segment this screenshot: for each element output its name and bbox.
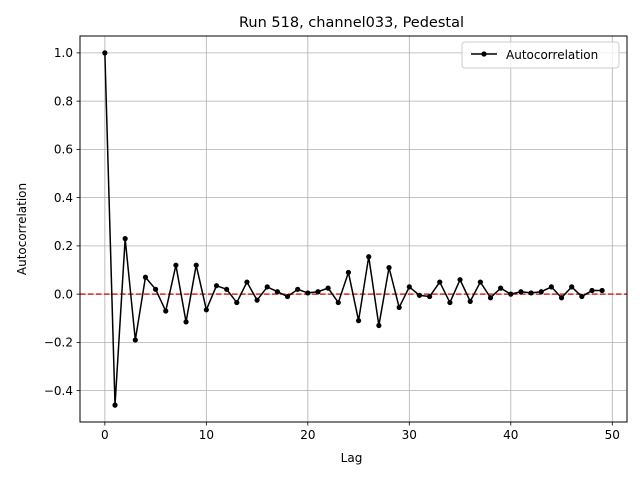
x-tick-label: 0 — [101, 428, 109, 442]
data-point — [548, 284, 554, 290]
x-tick-label: 10 — [199, 428, 214, 442]
data-point — [203, 307, 209, 313]
data-point — [376, 322, 382, 329]
data-point — [335, 299, 341, 306]
data-point — [538, 289, 544, 295]
data-point — [558, 295, 565, 301]
data-point — [599, 287, 605, 294]
grid — [80, 36, 627, 422]
data-point — [173, 262, 179, 268]
y-tick-label: 0.2 — [54, 239, 73, 253]
data-point — [183, 319, 189, 325]
x-axis-label: Lag — [341, 451, 363, 465]
data-point — [132, 337, 138, 343]
data-point — [234, 299, 240, 306]
data-point — [437, 279, 443, 285]
legend-box — [461, 41, 620, 69]
data-point — [355, 318, 362, 324]
data-point — [406, 284, 412, 290]
data-point — [224, 286, 230, 292]
x-tick-label: 20 — [300, 428, 315, 442]
x-tick-label: 40 — [503, 428, 518, 442]
data-point — [518, 289, 524, 295]
y-tick-label: 1.0 — [54, 46, 73, 60]
x-tick-label: 50 — [605, 428, 620, 442]
data-point — [142, 274, 149, 280]
data-point — [508, 291, 514, 297]
data-point — [366, 254, 372, 260]
data-point — [315, 289, 321, 295]
y-tick-label: 0.8 — [54, 94, 73, 108]
y-tick-label: 0.0 — [54, 287, 73, 301]
y-axis-label: Autocorrelation — [15, 183, 29, 275]
data-point — [477, 279, 483, 285]
data-point — [579, 293, 585, 300]
data-point — [447, 299, 453, 306]
data-point — [416, 292, 423, 298]
data-point — [498, 285, 504, 291]
data-point — [163, 308, 169, 314]
data-point — [213, 283, 220, 289]
chart-title: Run 518, channel033, Pedestal — [239, 15, 464, 31]
series-line — [104, 52, 603, 406]
legend-label: Autocorrelation — [506, 48, 598, 62]
data-point — [244, 279, 250, 285]
data-point — [569, 284, 575, 290]
data-point — [193, 262, 199, 268]
y-axis: −0.4 −0.2 0.0 0.2 0.4 0.6 0.8 1.0 — [44, 46, 80, 398]
series-layer — [102, 50, 605, 408]
legend-marker-sample — [481, 51, 487, 57]
data-point — [153, 286, 159, 292]
data-point — [457, 277, 463, 283]
data-point — [264, 284, 270, 290]
data-point — [386, 265, 392, 271]
plot-frame — [79, 35, 628, 423]
data-point — [102, 50, 108, 56]
data-point — [112, 402, 118, 408]
x-tick-label: 30 — [402, 428, 417, 442]
data-point — [325, 285, 331, 291]
data-point — [345, 269, 352, 276]
data-point — [254, 297, 260, 303]
y-tick-label: −0.2 — [44, 336, 73, 350]
y-tick-label: −0.4 — [44, 384, 73, 398]
data-point — [284, 293, 291, 300]
data-point — [528, 290, 534, 296]
data-point — [467, 298, 473, 304]
data-point — [274, 289, 280, 295]
data-point — [295, 286, 301, 292]
data-point — [396, 304, 402, 311]
legend: Autocorrelation — [461, 41, 620, 69]
data-point — [487, 295, 494, 301]
y-tick-label: 0.4 — [54, 191, 73, 205]
data-point — [427, 293, 433, 300]
x-axis: 0 10 20 30 40 50 — [101, 422, 620, 442]
y-tick-label: 0.6 — [54, 143, 73, 157]
data-point — [589, 287, 595, 294]
data-point — [122, 236, 128, 242]
data-point — [305, 290, 311, 296]
